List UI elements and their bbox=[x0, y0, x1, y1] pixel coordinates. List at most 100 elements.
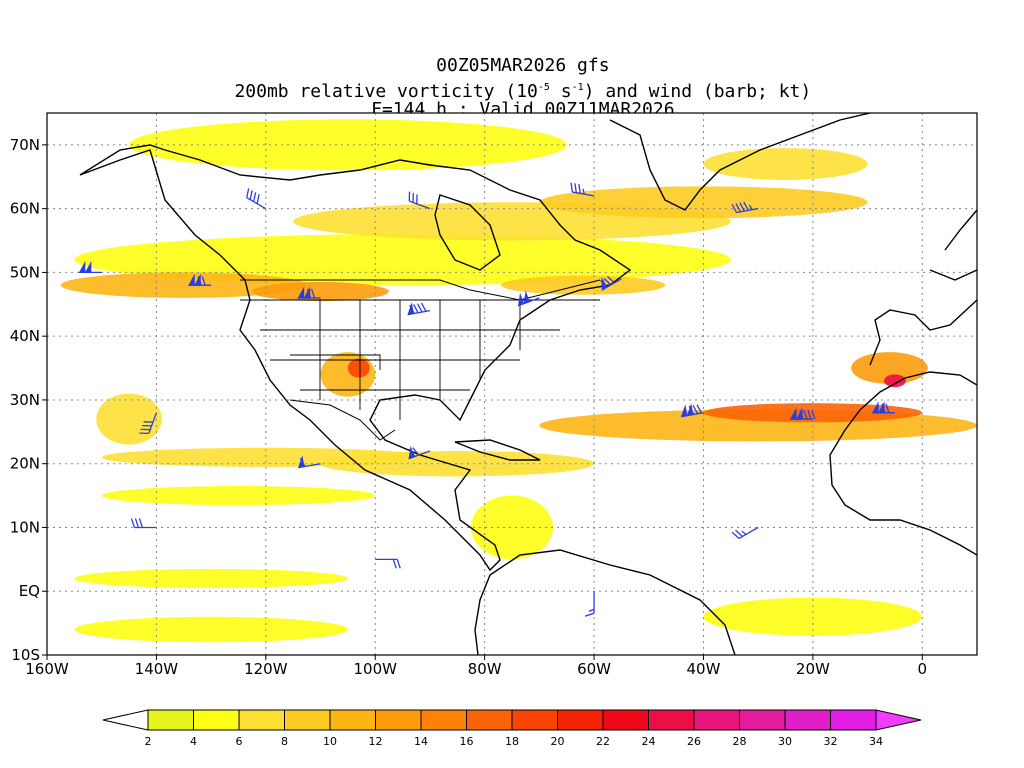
title-field-suffix: ) and wind (barb; kt) bbox=[583, 81, 812, 102]
wind-barb bbox=[600, 276, 622, 291]
title-line-1: 00Z05MAR2026 gfs bbox=[0, 36, 1024, 76]
colorbar-label: 22 bbox=[596, 735, 610, 748]
colorbar-over-arrow bbox=[875, 709, 922, 731]
y-tick-label: 50N bbox=[10, 263, 40, 281]
vorticity-region bbox=[74, 616, 348, 643]
vorticity-region bbox=[347, 358, 370, 378]
colorbar-label: 2 bbox=[145, 735, 152, 748]
colorbar-segment bbox=[193, 709, 240, 731]
x-tick-label: 160W bbox=[25, 660, 69, 678]
wind-barb bbox=[731, 201, 759, 214]
wind-barb bbox=[570, 182, 595, 197]
plot-frame bbox=[46, 112, 978, 656]
hudson-bay-coast bbox=[434, 194, 501, 271]
x-tick-label: 120W bbox=[244, 660, 288, 678]
vorticity-region bbox=[470, 495, 554, 560]
wind-barb bbox=[407, 302, 431, 316]
wind-barb bbox=[188, 273, 212, 286]
x-tick-label: 80W bbox=[468, 660, 502, 678]
title-field-unit: s bbox=[549, 81, 572, 102]
wind-barb bbox=[130, 518, 157, 529]
colorbar-label: 16 bbox=[460, 735, 474, 748]
vorticity-region bbox=[74, 234, 731, 286]
vorticity-region bbox=[539, 186, 868, 219]
x-tick-label: 0 bbox=[918, 660, 928, 678]
colorbar-segment bbox=[693, 709, 740, 731]
lat-lon-grid bbox=[47, 113, 977, 655]
wind-barb bbox=[78, 260, 102, 274]
title-line-2: 200mb relative vorticity (10-5 s-1) and … bbox=[0, 58, 1024, 102]
colorbar-label: 4 bbox=[190, 735, 197, 748]
iberia-europe-coast bbox=[869, 209, 977, 366]
y-tick-label: 20N bbox=[10, 455, 40, 473]
greenland-coast bbox=[609, 113, 871, 211]
colorbar-segment bbox=[648, 709, 695, 731]
wind-barb bbox=[297, 455, 321, 469]
colorbar-label: 28 bbox=[733, 735, 747, 748]
us-state-borders bbox=[240, 299, 600, 420]
vorticity-region bbox=[320, 450, 595, 477]
vorticity-region bbox=[101, 486, 376, 506]
vorticity-region bbox=[703, 597, 923, 636]
y-tick-label: 10N bbox=[10, 518, 40, 536]
coastlines-and-borders bbox=[79, 113, 977, 655]
vorticity-field bbox=[60, 119, 977, 643]
colorbar-segment bbox=[557, 709, 604, 731]
south-america-coast bbox=[474, 549, 736, 655]
africa-coast bbox=[829, 371, 977, 556]
y-tick-label: 40N bbox=[10, 327, 40, 345]
colorbar-label: 18 bbox=[505, 735, 519, 748]
canada-us-border bbox=[240, 279, 601, 301]
wind-barb bbox=[408, 445, 431, 460]
colorbar-segment bbox=[466, 709, 513, 731]
wind-barb bbox=[246, 188, 267, 210]
wind-barb bbox=[517, 290, 540, 307]
cuba-coast bbox=[454, 439, 541, 461]
wind-barb bbox=[375, 558, 401, 569]
colorbar-label: 6 bbox=[236, 735, 243, 748]
colorbar-segment bbox=[420, 709, 467, 731]
x-axis: 160W 140W 120W 100W 80W 60W 40W 20W 0 bbox=[25, 655, 927, 678]
colorbar-label: 8 bbox=[281, 735, 288, 748]
vorticity-region bbox=[60, 272, 307, 298]
vorticity-region bbox=[703, 148, 868, 180]
colorbar-segment bbox=[602, 709, 649, 731]
x-tick-label: 140W bbox=[135, 660, 179, 678]
colorbar-label: 34 bbox=[869, 735, 883, 748]
title-exponent-1: -5 bbox=[537, 82, 550, 93]
colorbar-label: 20 bbox=[551, 735, 565, 748]
vorticity-region bbox=[851, 352, 928, 385]
colorbar-under-arrow bbox=[102, 709, 149, 731]
north-america-coast bbox=[79, 144, 632, 572]
colorbar-segment bbox=[375, 709, 422, 731]
wind-barb bbox=[408, 191, 431, 210]
y-tick-label: 30N bbox=[10, 391, 40, 409]
colorbar-label: 32 bbox=[824, 735, 838, 748]
wind-barb bbox=[680, 403, 704, 418]
colorbar-segment bbox=[784, 709, 831, 731]
x-tick-label: 20W bbox=[796, 660, 830, 678]
wind-barb bbox=[789, 407, 816, 420]
vorticity-region bbox=[74, 568, 348, 589]
vorticity-region bbox=[884, 374, 906, 388]
colorbar-segment bbox=[511, 709, 558, 731]
vorticity-region bbox=[252, 281, 389, 302]
colorbar-segment bbox=[284, 709, 331, 731]
colorbar-segment bbox=[830, 709, 877, 731]
colorbar-label: 30 bbox=[778, 735, 792, 748]
y-tick-label: 70N bbox=[10, 136, 40, 154]
wind-barb bbox=[584, 591, 595, 617]
colorbar-label: 12 bbox=[369, 735, 383, 748]
wind-barb bbox=[297, 286, 321, 299]
wind-barb bbox=[871, 401, 895, 414]
y-tick-label: 60N bbox=[10, 200, 40, 218]
x-tick-label: 100W bbox=[354, 660, 398, 678]
colorbar-segment bbox=[238, 709, 285, 731]
title-field-prefix: 200mb relative vorticity (10 bbox=[234, 81, 538, 102]
y-tick-label: EQ bbox=[19, 582, 40, 600]
y-axis: 10S EQ 10N 20N 30N 40N 50N 60N 70N bbox=[10, 136, 47, 664]
wind-barb bbox=[139, 412, 158, 435]
colorbar-segment bbox=[739, 709, 786, 731]
x-tick-label: 60W bbox=[577, 660, 611, 678]
